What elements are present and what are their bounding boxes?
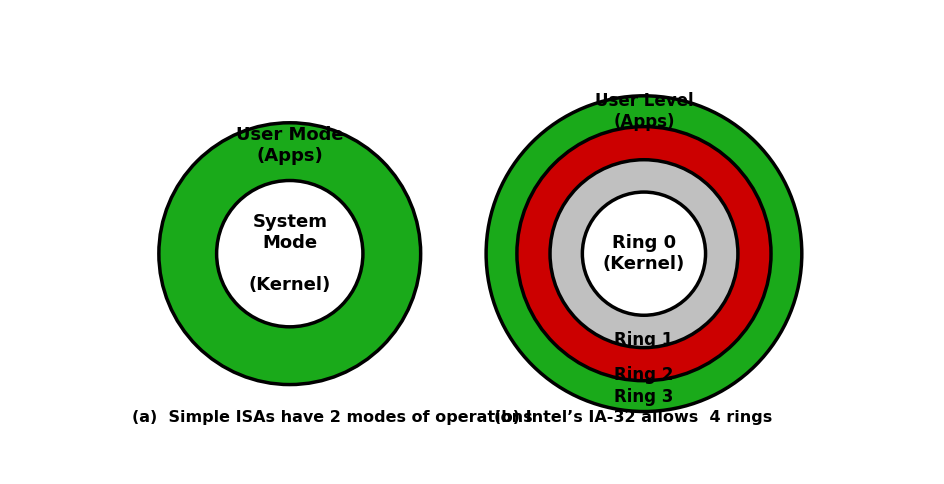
Circle shape — [550, 160, 738, 348]
Text: Ring 2: Ring 2 — [615, 365, 674, 383]
Text: User Mode
(Apps): User Mode (Apps) — [236, 126, 344, 165]
Circle shape — [486, 96, 801, 411]
Circle shape — [582, 192, 705, 315]
Circle shape — [216, 181, 362, 327]
Text: (b) Intel’s IA-32 allows  4 rings: (b) Intel’s IA-32 allows 4 rings — [494, 409, 772, 424]
Text: (a)  Simple ISAs have 2 modes of operations: (a) Simple ISAs have 2 modes of operatio… — [132, 409, 532, 424]
Text: Ring 1: Ring 1 — [615, 331, 674, 349]
Text: Ring 0
(Kernel): Ring 0 (Kernel) — [603, 234, 685, 273]
Text: User Level
(Apps): User Level (Apps) — [595, 92, 693, 131]
Circle shape — [159, 123, 421, 385]
Text: Ring 3: Ring 3 — [615, 388, 674, 406]
Circle shape — [517, 127, 771, 381]
Text: System
Mode

(Kernel): System Mode (Kernel) — [248, 213, 331, 294]
